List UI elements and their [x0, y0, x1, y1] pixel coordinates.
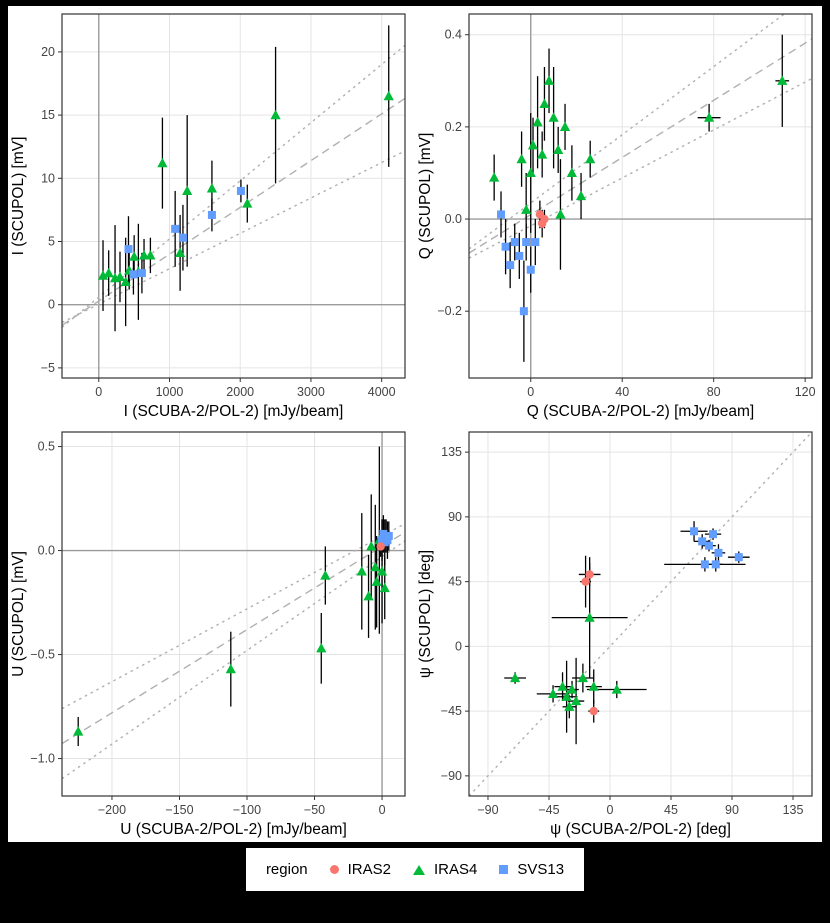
svg-text:ψ (SCUPOL) [deg]: ψ (SCUPOL) [deg] [417, 550, 434, 678]
legend-item-svs13: SVS13 [499, 861, 564, 878]
legend-item-iras2: IRAS2 [329, 861, 391, 878]
svg-text:−90: −90 [477, 803, 498, 817]
psi-scatter-plot: −90 −45 0 45 90 135 −90 −45 0 45 90 135 ψ (SCUBA-2/P… [417, 431, 813, 838]
legend-label-iras2: IRAS2 [347, 861, 391, 878]
legend: region IRAS2 IRAS4 SVS13 [245, 848, 585, 891]
svg-text:−5: −5 [41, 361, 55, 375]
svg-text:−0.2: −0.2 [437, 304, 462, 318]
svg-text:0: 0 [527, 385, 534, 399]
svg-text:0.0: 0.0 [38, 544, 55, 558]
svg-text:135: 135 [441, 445, 462, 459]
panel-psi-angle: −90 −45 0 45 90 135 −90 −45 0 45 90 135 ψ (SCUBA-2/P… [415, 424, 822, 842]
circle-marker-icon [329, 865, 339, 874]
svg-text:1000: 1000 [156, 385, 184, 399]
legend-bar: region IRAS2 IRAS4 SVS13 [0, 842, 830, 923]
svg-text:0: 0 [607, 803, 614, 817]
panel-u-stokes: −200 −150 −100 −50 0 −1.0 −0.5 0.0 0.5 U (SCUBA-2… [8, 424, 415, 842]
legend-item-iras4: IRAS4 [413, 861, 477, 878]
q-scatter-plot: 0 40 80 120 −0.2 0.0 0.2 0.4 Q (SCUBA-2/POL-2) [… [417, 13, 816, 420]
svg-text:2000: 2000 [226, 385, 254, 399]
svg-text:45: 45 [664, 803, 678, 817]
svg-text:15: 15 [41, 108, 55, 122]
svg-text:90: 90 [725, 803, 739, 817]
legend-title: region [265, 861, 308, 878]
svg-text:0: 0 [95, 385, 102, 399]
svg-text:−200: −200 [98, 803, 126, 817]
svg-text:ψ (SCUBA-2/POL-2) [deg]: ψ (SCUBA-2/POL-2) [deg] [550, 821, 731, 838]
svg-text:45: 45 [448, 575, 462, 589]
svg-text:40: 40 [615, 385, 629, 399]
svg-text:0.5: 0.5 [38, 440, 55, 454]
svg-text:−50: −50 [304, 803, 325, 817]
svg-text:−150: −150 [165, 803, 193, 817]
svg-text:0.2: 0.2 [445, 120, 462, 134]
svg-text:20: 20 [41, 45, 55, 59]
triangle-marker-icon [413, 864, 425, 875]
panel-i-stokes: 0 1000 2000 3000 4000 −5 0 5 10 15 20 I (SCUBA-2/PO… [8, 6, 415, 424]
svg-text:0.0: 0.0 [445, 212, 462, 226]
svg-text:I (SCUBA-2/POL-2) [mJy/beam]: I (SCUBA-2/POL-2) [mJy/beam] [124, 403, 344, 420]
svg-text:Q (SCUBA-2/POL-2) [mJy/beam]: Q (SCUBA-2/POL-2) [mJy/beam] [527, 403, 754, 420]
svg-text:5: 5 [48, 235, 55, 249]
svg-text:90: 90 [448, 510, 462, 524]
svg-text:3000: 3000 [297, 385, 325, 399]
i-scatter-plot: 0 1000 2000 3000 4000 −5 0 5 10 15 20 I (SCUBA-2/PO… [10, 13, 406, 420]
svg-text:0: 0 [455, 639, 462, 653]
svg-text:−45: −45 [441, 704, 462, 718]
svg-text:135: 135 [783, 803, 804, 817]
svg-text:120: 120 [795, 385, 816, 399]
svg-text:I (SCUPOL) [mV]: I (SCUPOL) [mV] [10, 137, 27, 256]
svg-text:80: 80 [707, 385, 721, 399]
svg-text:U (SCUBA-2/POL-2) [mJy/beam]: U (SCUBA-2/POL-2) [mJy/beam] [120, 821, 347, 838]
legend-label-iras4: IRAS4 [434, 861, 478, 878]
u-scatter-plot: −200 −150 −100 −50 0 −1.0 −0.5 0.0 0.5 U (SCUBA-2… [10, 431, 406, 838]
scatter-grid: 0 1000 2000 3000 4000 −5 0 5 10 15 20 I (SCUBA-2/PO… [8, 6, 822, 842]
svg-text:−0.5: −0.5 [30, 648, 55, 662]
svg-text:0: 0 [48, 298, 55, 312]
svg-text:−1.0: −1.0 [30, 752, 55, 766]
svg-text:0: 0 [379, 803, 386, 817]
svg-text:10: 10 [41, 171, 55, 185]
svg-text:U (SCUPOL) [mV]: U (SCUPOL) [mV] [10, 551, 27, 677]
svg-text:−100: −100 [233, 803, 261, 817]
panel-q-stokes: 0 40 80 120 −0.2 0.0 0.2 0.4 Q (SCUBA-2/POL-2) [… [415, 6, 822, 424]
svg-text:4000: 4000 [368, 385, 396, 399]
svg-text:Q (SCUPOL) [mV]: Q (SCUPOL) [mV] [417, 133, 434, 260]
legend-label-svs13: SVS13 [517, 861, 565, 878]
svg-text:0.4: 0.4 [445, 28, 462, 42]
square-marker-icon [499, 865, 509, 874]
svg-text:−45: −45 [538, 803, 559, 817]
svg-text:−90: −90 [441, 769, 462, 783]
